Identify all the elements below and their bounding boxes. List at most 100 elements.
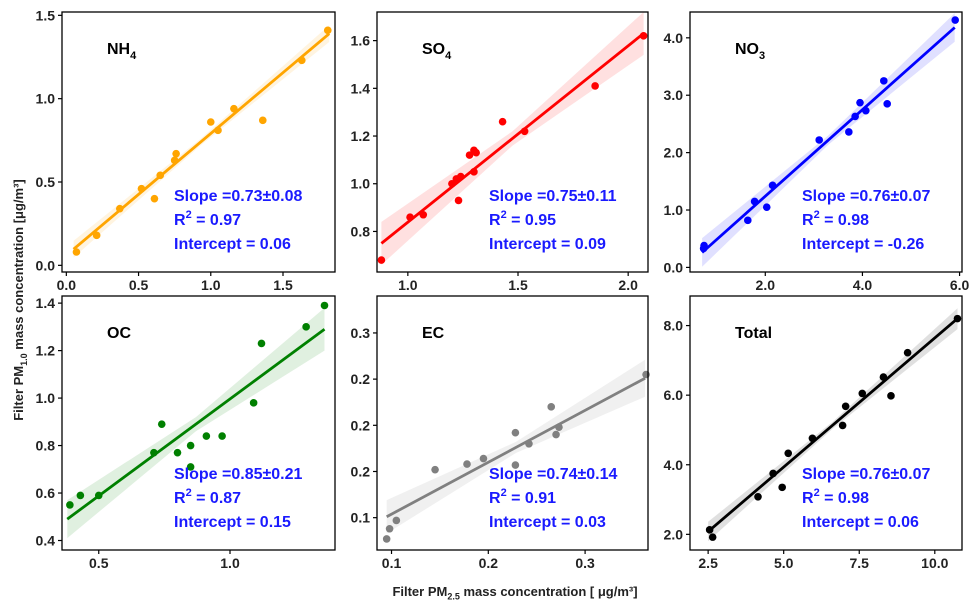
y-tick-label: 0.2 [351, 417, 371, 433]
data-point [887, 392, 895, 400]
data-point [463, 460, 471, 468]
data-point [642, 370, 650, 379]
data-point [883, 100, 891, 108]
slope-annotation: Slope =0.74±0.14 [489, 466, 618, 483]
slope-annotation: Slope =0.75±0.11 [489, 188, 617, 205]
data-point [94, 491, 103, 500]
axes-frame [376, 11, 649, 273]
data-point [385, 524, 394, 533]
data-point [511, 461, 520, 469]
regression-line [707, 317, 959, 533]
chart-panel-2: 1.0 1.5 2.0 0.8 1.0 1.2 1.4 1.6 SO4 Slope =0.75±0… [351, 11, 649, 293]
data-point [862, 106, 870, 115]
data-point [555, 423, 563, 431]
x-tick-label: 0.1 [382, 555, 402, 571]
data-point [547, 403, 556, 411]
data-point [202, 432, 211, 440]
r2-annotation: R2 = 0.91 [489, 487, 556, 507]
data-point [76, 491, 85, 500]
data-point [525, 439, 533, 448]
x-tick-label: 2.0 [756, 277, 776, 293]
axes-frame [376, 295, 649, 551]
y-tick-label: 0.2 [351, 371, 371, 387]
data-point [808, 434, 817, 443]
y-tick-label: 6.0 [664, 387, 684, 403]
y-tick-label: 0.0 [664, 259, 684, 275]
y-tick-label: 1.0 [36, 390, 56, 406]
slope-annotation: Slope =0.76±0.07 [802, 188, 931, 205]
y-tick-label: 1.2 [351, 128, 371, 144]
data-point [206, 118, 215, 126]
r2-annotation: R2 = 0.98 [802, 487, 869, 507]
data-point [320, 301, 329, 310]
chart-panel-5: 0.1 0.2 0.3 0.1 0.2 0.2 0.2 0.3 EC Slope =0.74±0.… [351, 295, 650, 571]
data-point [470, 168, 478, 176]
data-point [257, 339, 266, 348]
y-tick-label: 1.4 [351, 80, 371, 96]
x-tick-label: 10.0 [921, 555, 948, 571]
y-tick-label: 1.6 [351, 33, 371, 49]
y-tick-label: 2.0 [664, 526, 684, 542]
data-point [456, 172, 465, 181]
r2-annotation: R2 = 0.87 [174, 487, 241, 507]
intercept-annotation: Intercept = 0.06 [174, 236, 291, 253]
data-point [591, 82, 599, 90]
x-tick-label: 1.0 [201, 277, 221, 293]
axes-frame [689, 295, 963, 551]
x-tick-label: 0.0 [57, 277, 77, 293]
y-tick-label: 1.5 [36, 7, 56, 23]
axes-frame [689, 11, 963, 273]
data-point [170, 156, 179, 165]
data-point [511, 428, 520, 437]
data-point [754, 492, 762, 501]
y-tick-label: 0.5 [36, 174, 56, 190]
data-point [431, 465, 439, 474]
data-point [498, 117, 507, 126]
x-tick-label: 6.0 [950, 277, 970, 293]
data-point [377, 256, 386, 264]
data-point [784, 449, 793, 458]
data-point [249, 399, 258, 407]
data-point [115, 204, 124, 213]
data-point [879, 373, 888, 381]
y-tick-label: 0.6 [36, 485, 56, 501]
data-point [472, 148, 480, 157]
data-point [406, 213, 414, 221]
x-tick-label: 0.2 [479, 555, 499, 571]
axes-frame [61, 295, 336, 551]
data-point [173, 448, 182, 457]
data-point [705, 526, 714, 534]
x-tick-label: 0.5 [129, 277, 149, 293]
regression-line [701, 26, 956, 254]
x-axis-title: Filter PM2.5 mass concentration [ μg/m³] [392, 584, 638, 602]
data-point [92, 231, 101, 240]
regression-line [386, 376, 646, 518]
data-point [214, 126, 222, 135]
chart-panel-1: 0.0 0.5 1.0 1.5 0.0 0.5 1.0 1.5 NH4 Slope =0.73±0… [36, 7, 336, 293]
intercept-annotation: Intercept = -0.26 [802, 236, 924, 253]
data-point [841, 402, 850, 411]
data-point [858, 389, 867, 398]
y-tick-label: 2.0 [664, 145, 684, 161]
chart-panel-4: 0.5 1.0 0.4 0.6 0.8 1.0 1.2 1.4 OC Slope =0.85±0.… [36, 295, 336, 571]
data-point [150, 194, 159, 203]
data-point [448, 179, 456, 188]
data-point [762, 203, 771, 211]
data-point [172, 149, 180, 158]
x-tick-label: 5.0 [774, 555, 794, 571]
data-point [778, 483, 786, 492]
y-tick-label: 4.0 [664, 30, 684, 46]
data-point [769, 469, 777, 478]
data-point [323, 26, 332, 35]
data-point [479, 454, 488, 463]
slope-annotation: Slope =0.85±0.21 [174, 466, 303, 483]
data-point [856, 98, 864, 107]
data-point [150, 448, 158, 457]
data-point [552, 430, 560, 439]
data-point [768, 181, 777, 190]
data-point [838, 421, 847, 430]
panel-title: SO4 [422, 41, 452, 62]
slope-annotation: Slope =0.76±0.07 [802, 466, 931, 483]
data-point [465, 151, 474, 159]
y-tick-label: 0.4 [36, 533, 56, 549]
